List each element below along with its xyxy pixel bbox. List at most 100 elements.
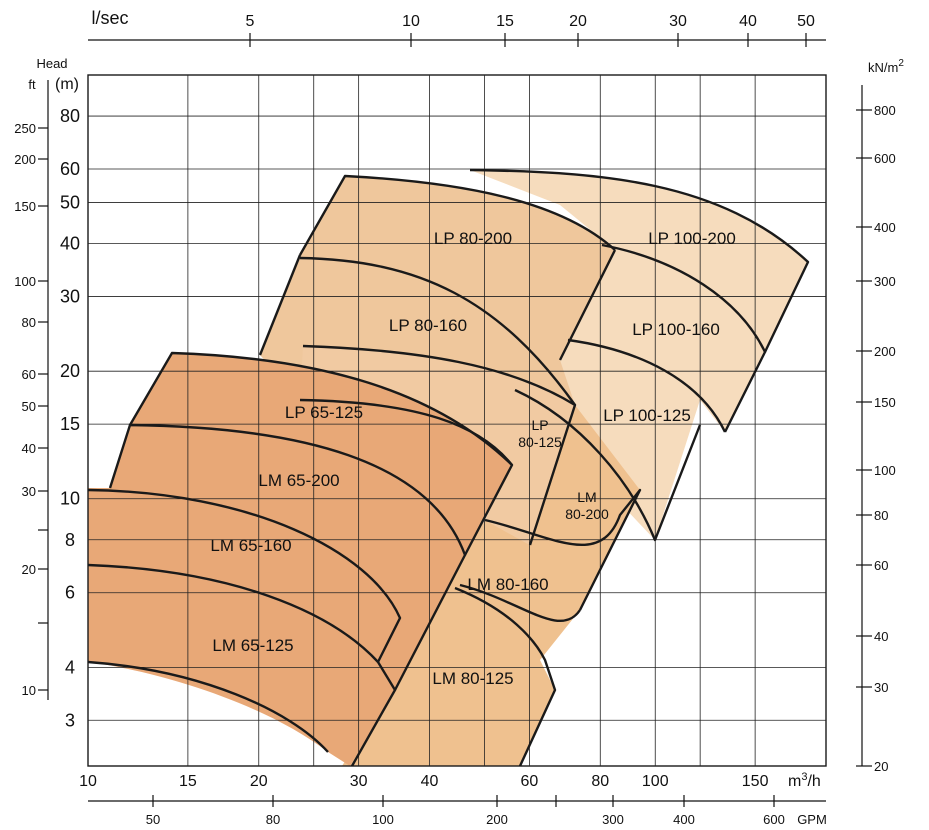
tick-label-lsec: 40 bbox=[739, 13, 757, 30]
tick-label-lsec: 30 bbox=[669, 13, 687, 30]
boundary-lm65-200 bbox=[108, 423, 467, 691]
boundary-lp80-right bbox=[558, 249, 617, 361]
zone-label-lp-100-160: LP 100-160 bbox=[632, 320, 720, 339]
zone-fill-lm-80 bbox=[342, 405, 640, 766]
axis-label-m3h-suffix: /h bbox=[807, 773, 820, 790]
tick-label-gpm: 200 bbox=[486, 812, 508, 827]
zone-label-lp-80-125: LP 80-125 bbox=[518, 417, 562, 450]
zone-labels: LP 80-200 LP 80-160 LP 80-125 LP 100-200 LP 1… bbox=[210, 229, 735, 688]
tick-label-lsec: 5 bbox=[246, 13, 255, 30]
zone-label-lm-65-160: LM 65-160 bbox=[210, 536, 291, 555]
boundary-lm65-bottom bbox=[87, 660, 329, 753]
tick-label-head-m: 8 bbox=[65, 530, 75, 550]
tick-label-pressure: 300 bbox=[874, 274, 896, 289]
boundary-lm80-125 bbox=[454, 586, 557, 767]
tick-label-m3h: 20 bbox=[250, 773, 268, 790]
tick-label-gpm: 600 bbox=[763, 812, 785, 827]
tick-label-head-m: 50 bbox=[60, 193, 80, 213]
zone-label-lm-80-200: LM 80-200 bbox=[565, 489, 609, 522]
zone-label-lp-80-125-line: LP bbox=[531, 417, 548, 433]
boundary-lp80-125-lower bbox=[299, 398, 513, 466]
zone-fills bbox=[88, 170, 808, 766]
tick-label-pressure: 600 bbox=[874, 151, 896, 166]
zone-label-lp-65-125: LP 65-125 bbox=[285, 403, 363, 422]
tick-label-head-m: 20 bbox=[60, 361, 80, 381]
tick-label-pressure: 80 bbox=[874, 508, 888, 523]
tick-label-head-m: 30 bbox=[60, 287, 80, 307]
boundary-lp65-125 bbox=[128, 351, 514, 556]
zone-label-lm-80-160: LM 80-160 bbox=[467, 575, 548, 594]
superscript: 2 bbox=[898, 58, 904, 69]
tick-label-ft: 60 bbox=[22, 367, 36, 382]
tick-label-head-m: 6 bbox=[65, 583, 75, 603]
tick-label-m3h: 10 bbox=[79, 773, 97, 790]
tick-label-head-m: 15 bbox=[60, 414, 80, 434]
axis-label-ft: ft bbox=[28, 77, 36, 92]
zone-label-lm-65-200: LM 65-200 bbox=[258, 471, 339, 490]
tick-label-head-m: 10 bbox=[60, 489, 80, 509]
axis-label-kn: kN/m2 bbox=[868, 58, 904, 75]
tick-label-ft: 200 bbox=[14, 152, 36, 167]
tick-label-m3h: 100 bbox=[642, 773, 669, 790]
tick-label-head-m: 4 bbox=[65, 657, 75, 677]
tick-label-head-m: 60 bbox=[60, 159, 80, 179]
tick-label-gpm: 50 bbox=[146, 812, 160, 827]
boundary-lp100-160 bbox=[601, 243, 767, 433]
tick-label-ft: 30 bbox=[22, 484, 36, 499]
zone-label-lp-80-200: LP 80-200 bbox=[434, 229, 512, 248]
tick-label-pressure: 400 bbox=[874, 220, 896, 235]
boundary-lp80-left bbox=[258, 254, 302, 356]
zone-label-lm-80-200-line: 80-200 bbox=[565, 506, 609, 522]
tick-label-gpm: 100 bbox=[372, 812, 394, 827]
tick-label-pressure: 800 bbox=[874, 103, 896, 118]
tick-label-pressure: 100 bbox=[874, 463, 896, 478]
tick-label-lsec: 50 bbox=[797, 13, 815, 30]
axes: 10 15 20 30 40 60 80 100 150 m3/h 50 80 100 200 300 400… bbox=[14, 8, 904, 827]
tick-label-head-m: 80 bbox=[60, 106, 80, 126]
tick-label-gpm: 80 bbox=[266, 812, 280, 827]
boundary-lm65-125 bbox=[87, 563, 397, 767]
tick-label-m3h: 80 bbox=[591, 773, 609, 790]
boundary-lm65-160 bbox=[87, 488, 402, 663]
tick-label-head-m: 40 bbox=[60, 234, 80, 254]
axis-label-lsec: l/sec bbox=[91, 8, 128, 28]
tick-label-ft: 10 bbox=[22, 683, 36, 698]
tick-label-pressure: 40 bbox=[874, 629, 888, 644]
zone-label-lm-80-200-line: LM bbox=[577, 489, 596, 505]
tick-label-lsec: 10 bbox=[402, 13, 420, 30]
boundary-lp80-200 bbox=[298, 174, 616, 256]
tick-label-pressure: 20 bbox=[874, 759, 888, 774]
tick-label-ft: 80 bbox=[22, 315, 36, 330]
zone-boundaries bbox=[87, 168, 810, 767]
axis-title-head: Head bbox=[36, 56, 67, 71]
tick-label-pressure: 150 bbox=[874, 395, 896, 410]
zone-label-lm-65-125: LM 65-125 bbox=[212, 636, 293, 655]
tick-label-ft: 50 bbox=[22, 399, 36, 414]
tick-label-m3h: 60 bbox=[521, 773, 539, 790]
tick-label-gpm: 300 bbox=[602, 812, 624, 827]
tick-label-m3h: 150 bbox=[742, 773, 769, 790]
zone-label-lp-100-125: LP 100-125 bbox=[603, 406, 691, 425]
tick-label-ft: 100 bbox=[14, 274, 36, 289]
zone-fill-65 bbox=[88, 353, 512, 766]
zone-fill-lp-100 bbox=[470, 170, 808, 540]
tick-label-pressure: 30 bbox=[874, 680, 888, 695]
boundary-lp100-bottom bbox=[514, 388, 702, 542]
boundary-lp100-200 bbox=[469, 168, 810, 353]
superscript: 3 bbox=[801, 771, 807, 783]
zone-label-lp-80-160: LP 80-160 bbox=[389, 316, 467, 335]
tick-label-head-m: 3 bbox=[65, 710, 75, 730]
axis-label-gpm: GPM bbox=[797, 812, 827, 827]
boundary-lp80-125 bbox=[302, 344, 577, 546]
tick-label-ft: 250 bbox=[14, 121, 36, 136]
grid bbox=[87, 74, 827, 767]
plot-frame bbox=[87, 74, 827, 767]
tick-label-ft: 150 bbox=[14, 199, 36, 214]
zone-label-lp-80-125-line: 80-125 bbox=[518, 434, 562, 450]
axis-label-m: (m) bbox=[55, 76, 79, 93]
tick-label-m3h: 15 bbox=[179, 773, 197, 790]
tick-label-gpm: 400 bbox=[673, 812, 695, 827]
boundary-lm80-160 bbox=[459, 583, 581, 622]
boundary-lm80-200 bbox=[484, 488, 642, 611]
